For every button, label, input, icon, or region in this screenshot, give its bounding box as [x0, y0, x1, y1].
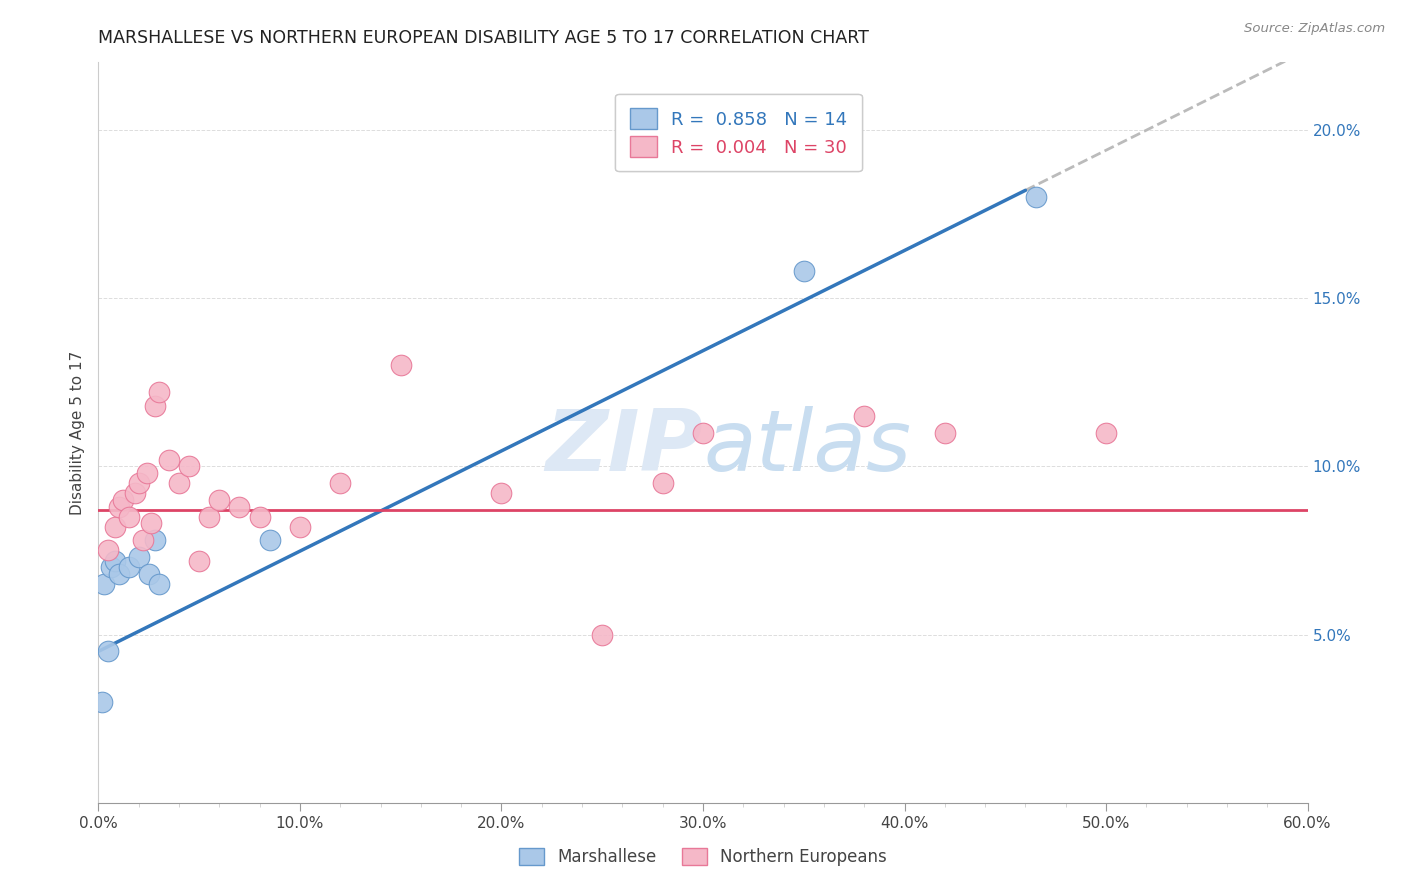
Point [128, 550, 150, 565]
Point [132, 533, 155, 548]
Point [97, 543, 120, 558]
Point [934, 425, 956, 440]
Point [259, 533, 281, 548]
Point [167, 476, 190, 491]
Legend: Marshallese, Northern Europeans: Marshallese, Northern Europeans [510, 840, 896, 875]
Point [138, 566, 160, 581]
Point [1024, 190, 1046, 204]
Point [228, 500, 250, 514]
Point [157, 452, 180, 467]
Point [118, 509, 141, 524]
Point [188, 553, 211, 567]
Point [143, 533, 166, 548]
Point [1095, 425, 1118, 440]
Point [124, 486, 146, 500]
Text: MARSHALLESE VS NORTHERN EUROPEAN DISABILITY AGE 5 TO 17 CORRELATION CHART: MARSHALLESE VS NORTHERN EUROPEAN DISABIL… [98, 29, 869, 47]
Point [148, 577, 170, 591]
Point [249, 509, 271, 524]
Point [107, 566, 129, 581]
Point [91, 695, 114, 709]
Point [491, 486, 513, 500]
Point [591, 627, 613, 641]
Point [139, 516, 162, 531]
Point [107, 500, 129, 514]
Point [103, 553, 125, 567]
Point [651, 476, 673, 491]
Point [135, 466, 157, 480]
Point [128, 476, 150, 491]
Text: atlas: atlas [703, 406, 911, 489]
Point [853, 409, 876, 423]
Point [179, 459, 201, 474]
Point [329, 476, 352, 491]
Point [148, 385, 170, 400]
Point [97, 644, 120, 658]
Text: ZIP: ZIP [546, 406, 703, 489]
Point [208, 492, 231, 507]
Point [793, 264, 815, 278]
Point [100, 560, 122, 574]
Text: Source: ZipAtlas.com: Source: ZipAtlas.com [1244, 22, 1385, 36]
Y-axis label: Disability Age 5 to 17: Disability Age 5 to 17 [69, 351, 84, 515]
Point [118, 560, 141, 574]
Point [103, 520, 125, 534]
Point [93, 577, 115, 591]
Point [111, 492, 134, 507]
Legend: R =  0.858   N = 14, R =  0.004   N = 30: R = 0.858 N = 14, R = 0.004 N = 30 [616, 94, 862, 171]
Point [198, 509, 221, 524]
Point [288, 520, 311, 534]
Point [692, 425, 714, 440]
Point [389, 359, 412, 373]
Point [143, 399, 166, 413]
